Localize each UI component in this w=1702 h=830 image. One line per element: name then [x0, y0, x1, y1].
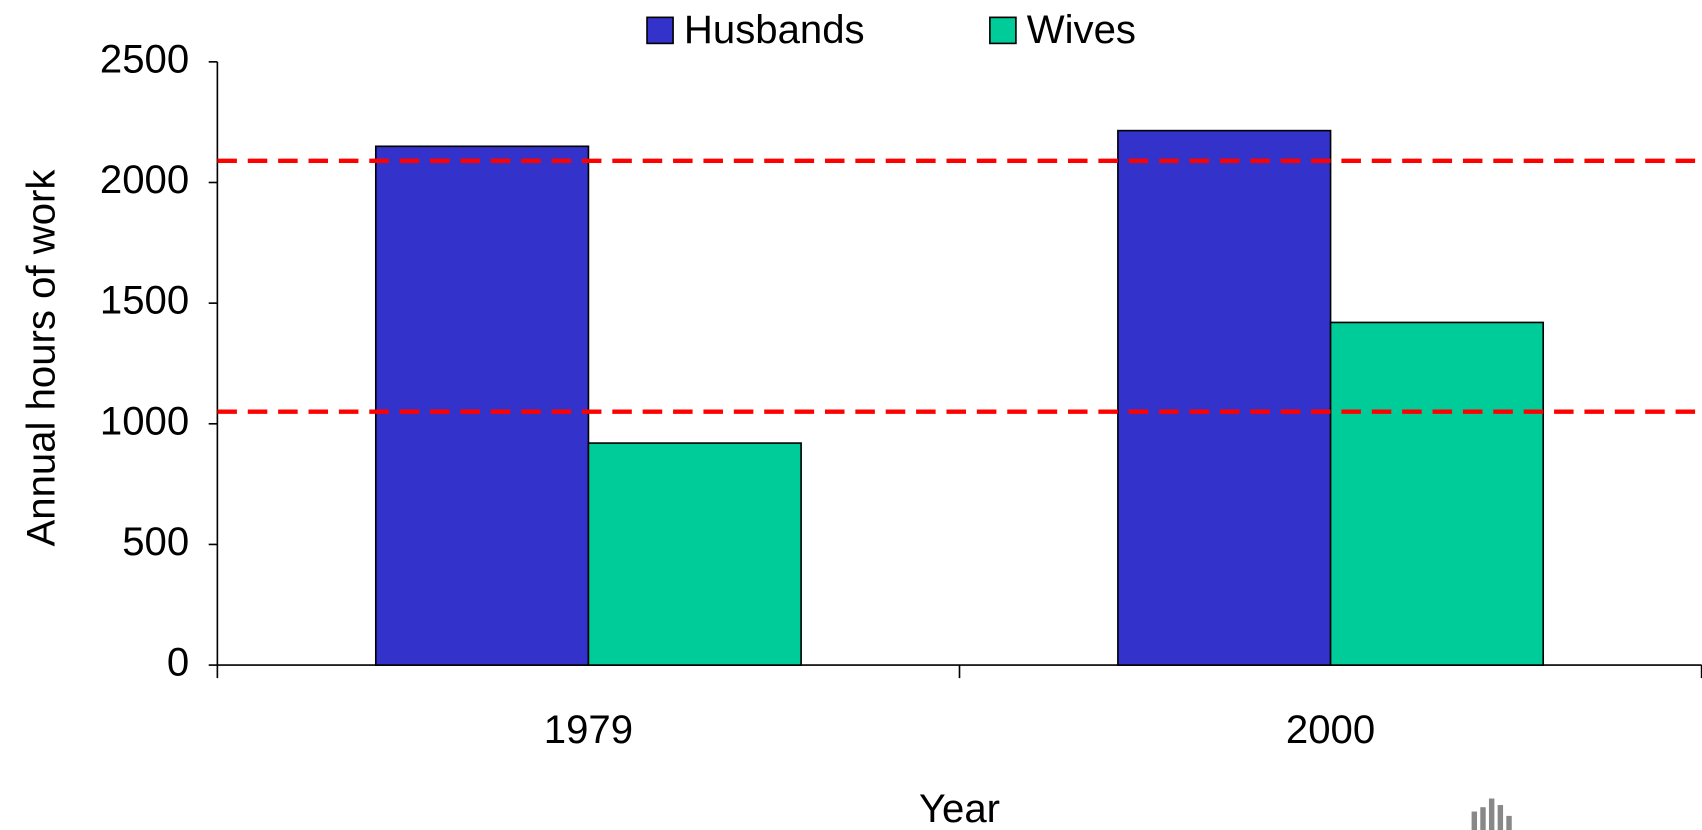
bar [1117, 129, 1332, 666]
x-axis-label: Year [919, 786, 1000, 830]
y-tick-label: 2000 [100, 157, 189, 202]
y-tick-label: 0 [167, 640, 189, 685]
logo [1471, 798, 1512, 830]
bar [374, 145, 590, 666]
legend-swatch [989, 16, 1017, 45]
y-tick-label: 1500 [100, 278, 189, 323]
x-tick-label: 1979 [544, 707, 633, 752]
y-tick-label: 500 [122, 519, 189, 564]
legend-swatch [646, 16, 674, 45]
y-tick-label: 2500 [100, 36, 189, 81]
y-tick-label: 1000 [100, 398, 189, 443]
bar [1329, 321, 1545, 666]
legend-label: Husbands [684, 7, 865, 52]
bar [587, 442, 802, 666]
y-axis-label: Annual hours of work [18, 169, 63, 547]
x-tick-label: 2000 [1286, 707, 1375, 752]
legend-label: Wives [1027, 7, 1136, 52]
